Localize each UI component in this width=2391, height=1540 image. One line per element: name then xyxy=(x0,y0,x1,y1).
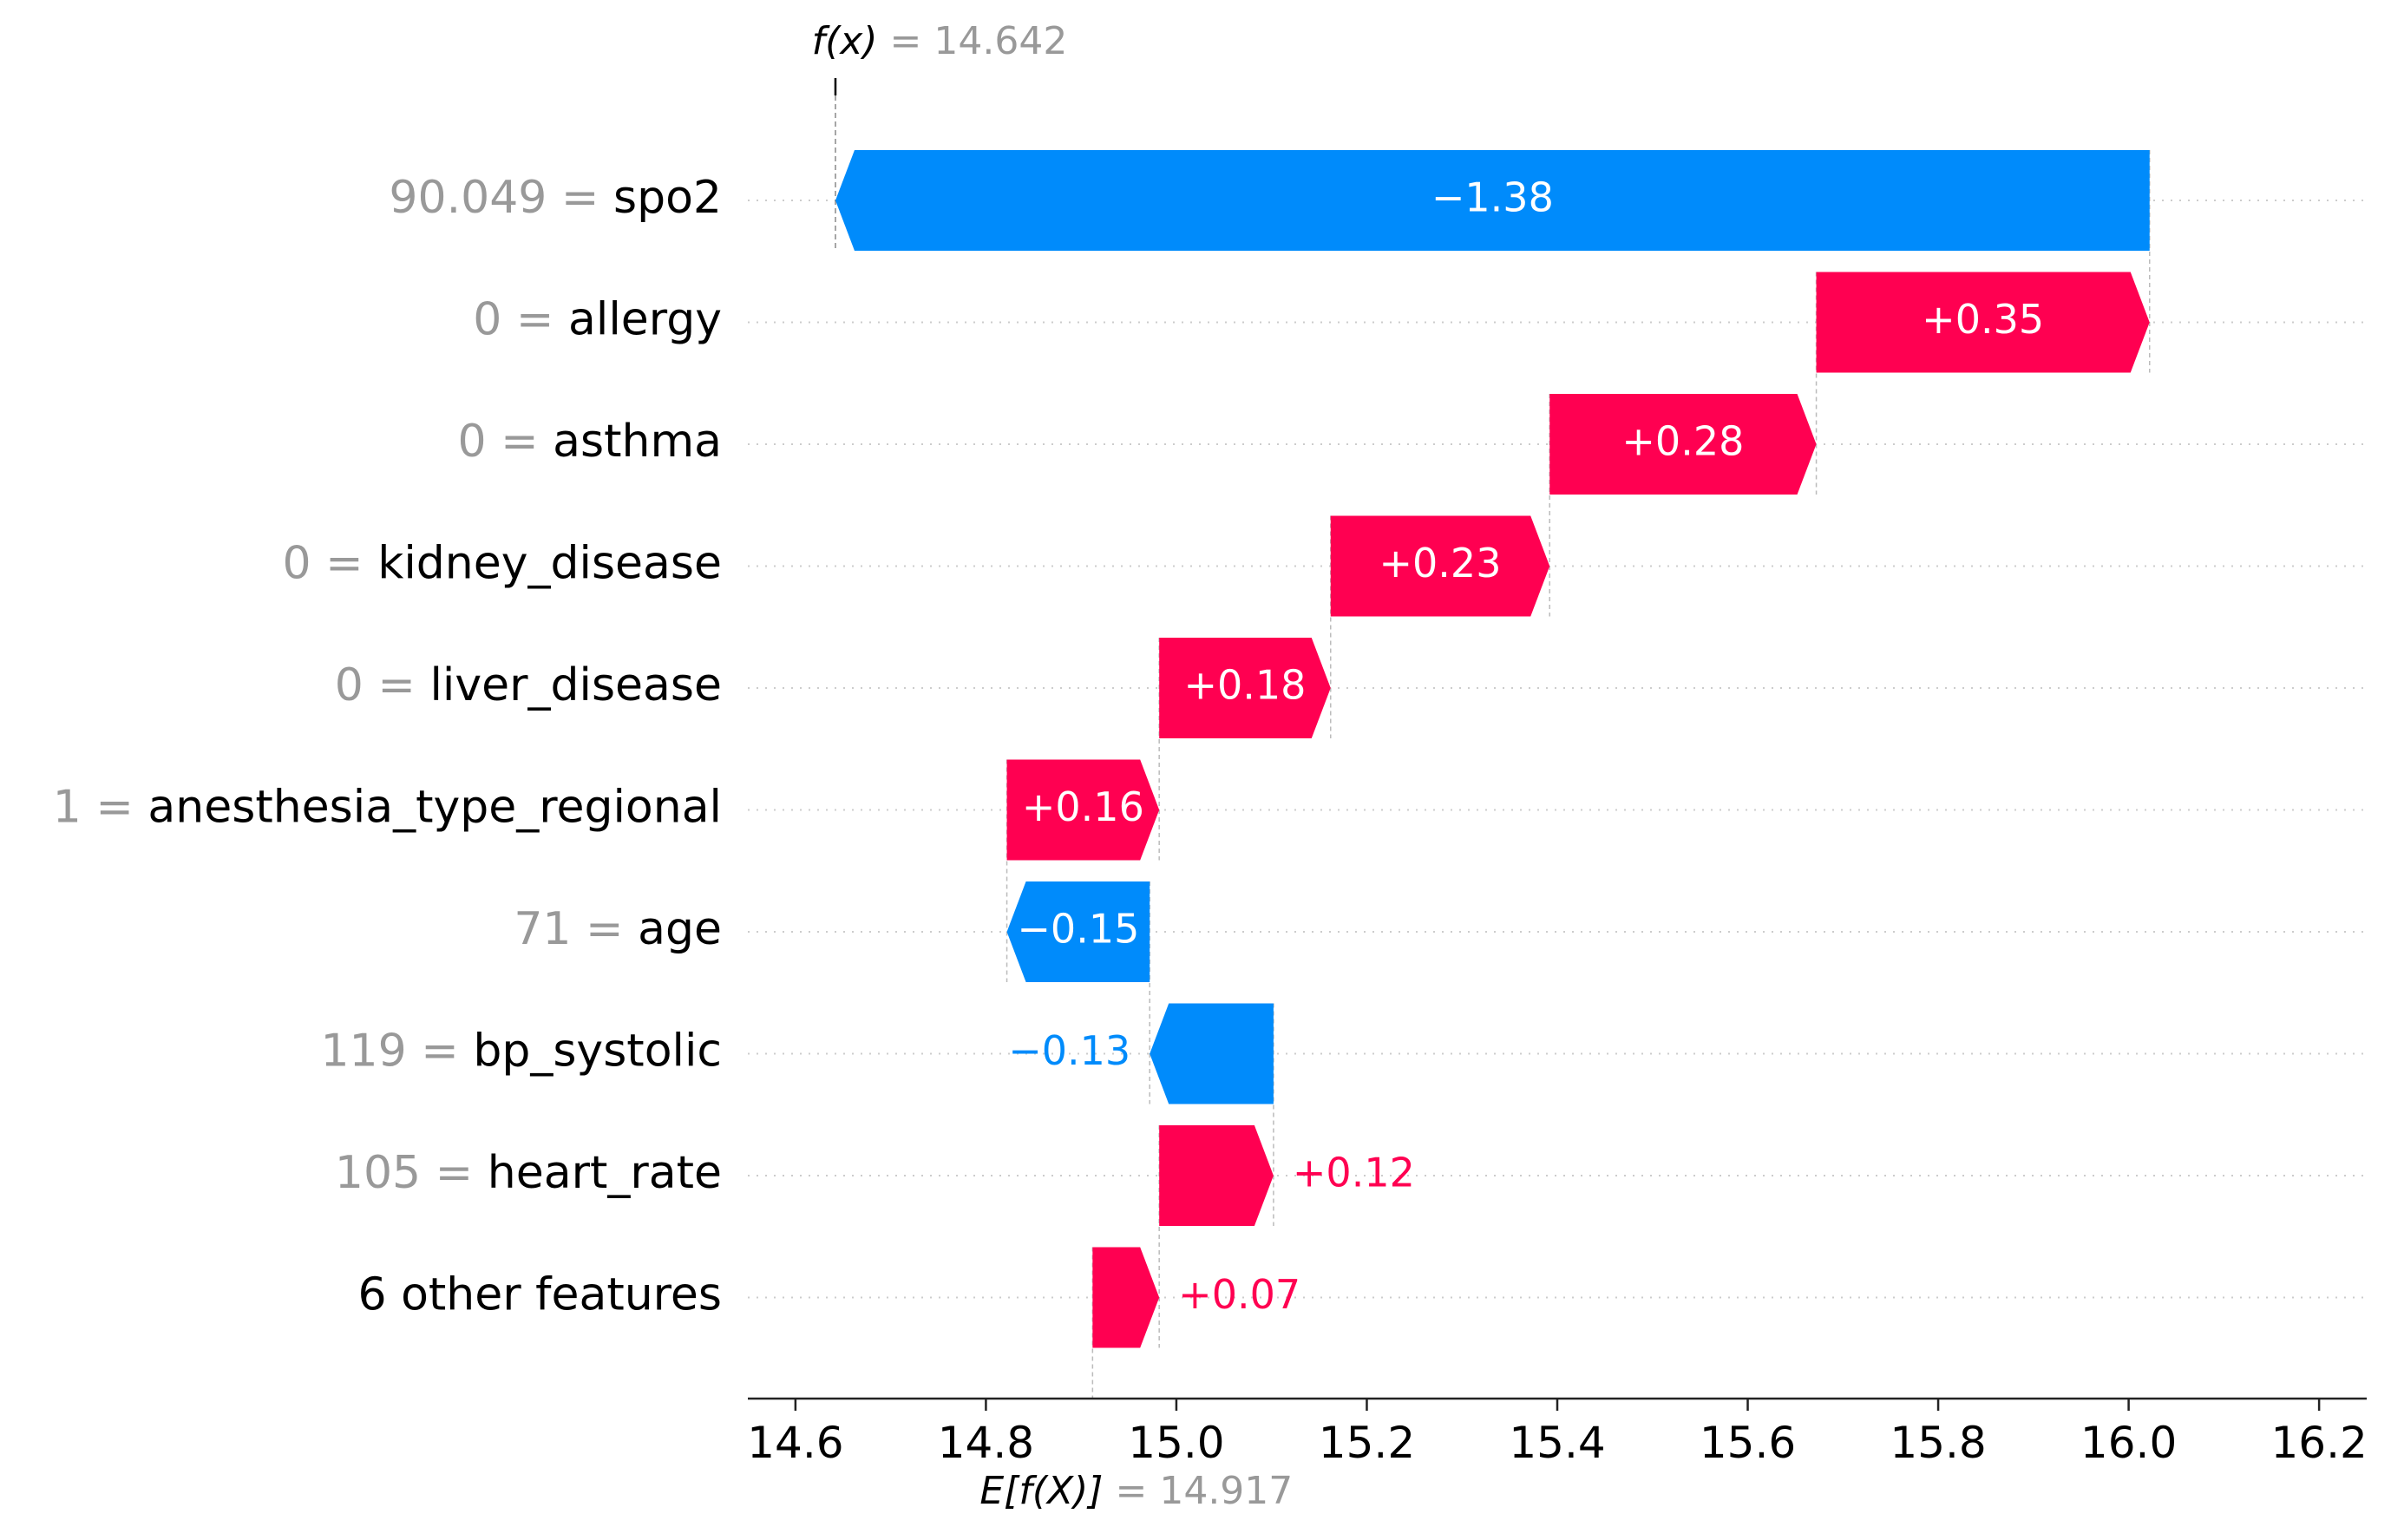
contribution-label: −0.13 xyxy=(1008,1027,1130,1074)
feature-value: 119 = xyxy=(320,1026,473,1078)
feature-name: heart_rate xyxy=(488,1147,722,1199)
feature-name: liver_disease xyxy=(429,659,722,711)
feature-value: 90.049 = xyxy=(389,172,613,224)
fx-label: f(x) xyxy=(812,19,878,63)
x-tick-label: 14.6 xyxy=(747,1418,843,1468)
feature-name: 6 other features xyxy=(357,1269,722,1321)
feature-label: 90.049 = spo2 xyxy=(389,172,722,224)
x-tick-label: 15.4 xyxy=(1509,1418,1605,1468)
x-axis: 14.6 14.8 15.0 15.2 15.4 15.6 15.8 16.0 16.2 xyxy=(747,1397,2368,1468)
contribution-bar xyxy=(1816,272,2150,373)
contribution-bar xyxy=(1159,638,1331,738)
x-tick-label: 16.2 xyxy=(2270,1418,2367,1468)
contribution-bar xyxy=(1549,394,1817,495)
feature-value: 1 = xyxy=(53,782,148,834)
feature-value: 0 = xyxy=(335,659,430,711)
contribution-bars xyxy=(835,150,2150,1348)
fx-annotation: f(x) = 14.642 xyxy=(812,19,1068,63)
feature-label: 0 = kidney_disease xyxy=(283,538,723,590)
feature-name: kidney_disease xyxy=(377,538,722,590)
base-label: E[f(X)] xyxy=(979,1469,1103,1513)
feature-label: 0 = allergy xyxy=(473,294,722,346)
contribution-label: +0.18 xyxy=(1183,662,1306,709)
feature-name: allergy xyxy=(568,294,722,346)
feature-value: 0 = xyxy=(283,538,378,590)
feature-value: 105 = xyxy=(335,1147,488,1199)
contribution-label: +0.35 xyxy=(1922,296,2044,343)
x-tick-label: 16.0 xyxy=(2080,1418,2177,1468)
contribution-label: +0.23 xyxy=(1379,540,1502,587)
contribution-label: +0.12 xyxy=(1293,1150,1415,1196)
feature-value: 0 = xyxy=(473,294,568,346)
feature-name: spo2 xyxy=(613,172,722,224)
contribution-labels: −1.38 +0.35 +0.28 +0.23 +0.18 +0.16 −0.15 −0.13… xyxy=(1008,174,2044,1319)
contribution-bar xyxy=(1159,1125,1274,1226)
contribution-bar xyxy=(1006,881,1150,982)
feature-label: 6 other features xyxy=(357,1269,722,1321)
feature-label: 119 = bp_systolic xyxy=(320,1026,722,1078)
feature-name: bp_systolic xyxy=(473,1026,722,1078)
feature-value: 0 = xyxy=(457,416,553,468)
contribution-label: +0.07 xyxy=(1178,1271,1300,1318)
feature-label: 1 = anesthesia_type_regional xyxy=(53,782,722,834)
x-tick-label: 15.2 xyxy=(1319,1418,1415,1468)
feature-name: anesthesia_type_regional xyxy=(147,782,722,834)
x-tick-label: 15.0 xyxy=(1128,1418,1224,1468)
x-tick-label: 14.8 xyxy=(938,1418,1034,1468)
feature-name: age xyxy=(638,903,722,955)
contribution-bar xyxy=(1150,1003,1274,1104)
contribution-label: +0.16 xyxy=(1022,783,1144,830)
contribution-bar xyxy=(835,150,2150,251)
x-tick-label: 15.6 xyxy=(1700,1418,1796,1468)
contribution-bar xyxy=(1092,1247,1160,1348)
contribution-bar xyxy=(1006,759,1160,861)
bar-guide-lines xyxy=(834,78,2151,1399)
feature-name: asthma xyxy=(553,416,722,468)
feature-label: 105 = heart_rate xyxy=(335,1147,722,1199)
base-value: 14.917 xyxy=(1159,1469,1293,1513)
fx-value: 14.642 xyxy=(933,19,1067,63)
feature-value: 71 = xyxy=(514,903,638,955)
feature-label: 0 = liver_disease xyxy=(335,659,722,711)
base-value-annotation: E[f(X)] = 14.917 xyxy=(979,1469,1293,1513)
contribution-label: −1.38 xyxy=(1431,174,1554,221)
contribution-bar xyxy=(1330,515,1550,617)
contribution-label: +0.28 xyxy=(1621,418,1744,465)
feature-label: 71 = age xyxy=(514,903,722,955)
feature-label: 0 = asthma xyxy=(457,416,722,468)
contribution-label: −0.15 xyxy=(1017,906,1139,953)
x-tick-label: 15.8 xyxy=(1890,1418,1986,1468)
